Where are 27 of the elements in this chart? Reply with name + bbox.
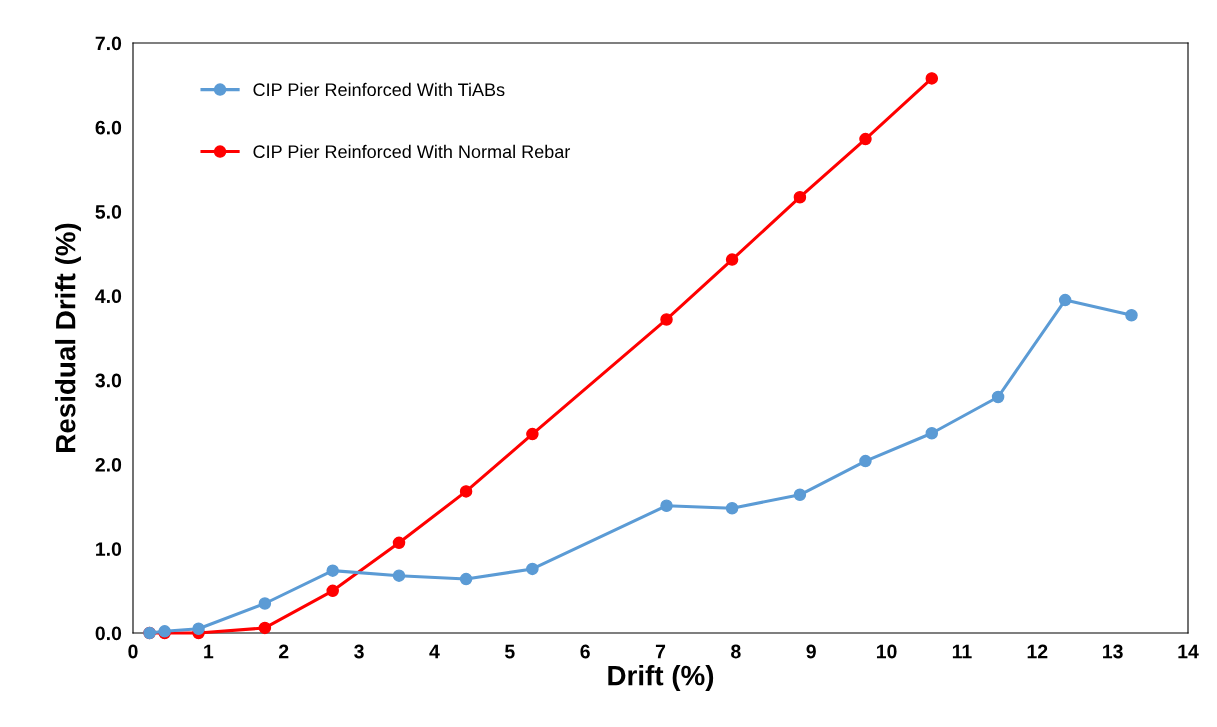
x-tick-label: 7 xyxy=(655,644,666,659)
y-tick-label: 7.0 xyxy=(95,36,122,51)
y-tick-label: 4.0 xyxy=(95,289,122,304)
x-tick-label: 8 xyxy=(731,644,741,659)
legend-label: CIP Pier Reinforced With TiABs xyxy=(253,82,505,97)
legend-label: CIP Pier Reinforced With Normal Rebar xyxy=(253,144,571,159)
x-tick-label: 2 xyxy=(278,644,289,659)
y-tick-label: 1.0 xyxy=(96,542,122,556)
y-axis-title: Residual Drift (%) xyxy=(55,223,81,452)
y-tick-label: 2.0 xyxy=(95,457,122,472)
x-tick-label: 10 xyxy=(876,644,897,659)
x-tick-label: 3 xyxy=(354,644,364,659)
y-tick-label: 6.0 xyxy=(95,120,122,135)
x-tick-label: 6 xyxy=(580,644,590,659)
y-tick-label: 3.0 xyxy=(95,373,122,388)
x-tick-label: 14 xyxy=(1178,644,1199,659)
x-tick-label: 1 xyxy=(204,644,214,659)
x-tick-label: 12 xyxy=(1027,644,1048,659)
x-tick-label: 0 xyxy=(128,644,138,659)
x-tick-label: 5 xyxy=(504,644,515,659)
x-tick-label: 13 xyxy=(1103,644,1123,659)
x-tick-label: 4 xyxy=(429,644,440,659)
x-tick-label: 9 xyxy=(806,644,816,659)
x-axis-title: Drift (%) xyxy=(608,665,714,691)
y-tick-label: 0.0 xyxy=(95,626,122,641)
x-tick-label: 11 xyxy=(952,644,972,659)
y-tick-label: 5.0 xyxy=(95,205,122,219)
